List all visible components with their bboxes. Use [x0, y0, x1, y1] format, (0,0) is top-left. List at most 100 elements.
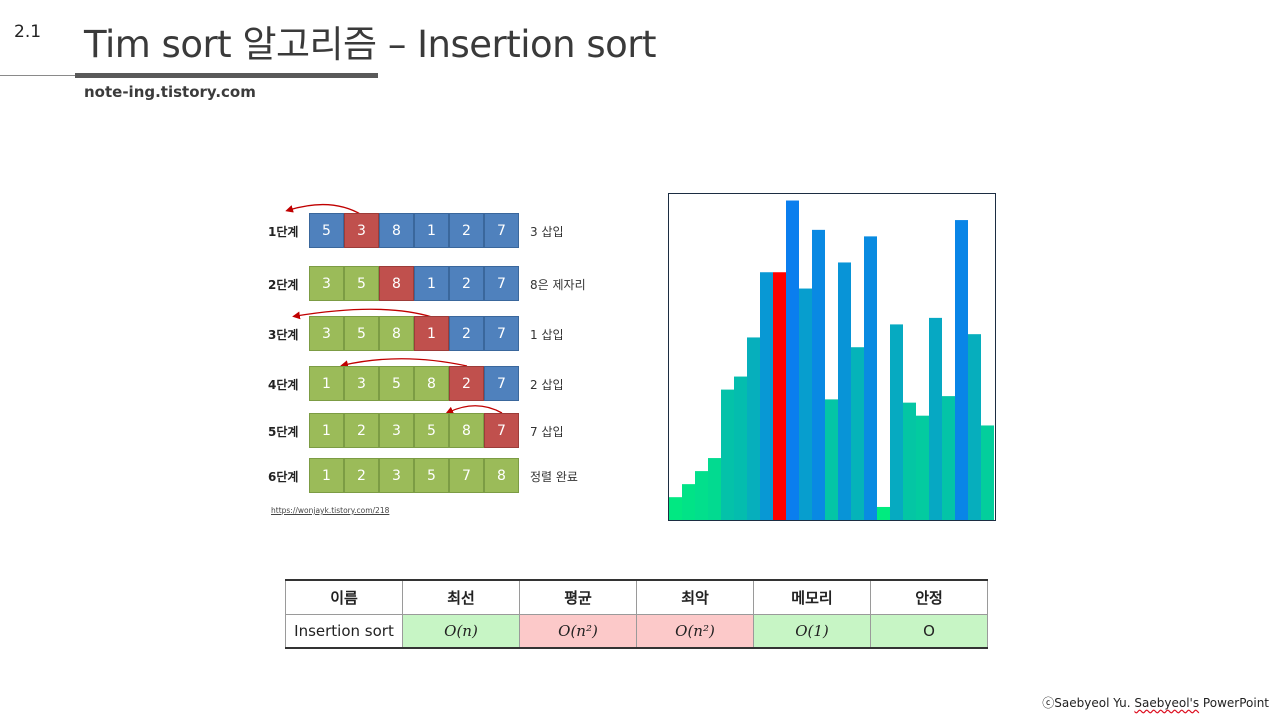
step-note: 2 삽입	[530, 378, 564, 392]
array-cell: 1	[414, 316, 449, 351]
array-cell: 7	[484, 266, 519, 301]
step4-insert-arrow	[340, 358, 468, 368]
step-row: 4단계 1 3 5 8 2 7 2 삽입	[262, 366, 602, 401]
array-cell: 3	[309, 316, 344, 351]
array-cell: 5	[414, 458, 449, 493]
step-note: 1 삽입	[530, 328, 564, 342]
step-note: 3 삽입	[530, 225, 564, 239]
step-label: 3단계	[268, 328, 299, 342]
array-cell: 2	[449, 366, 484, 401]
array-cell: 7	[484, 413, 519, 448]
array-cell: 7	[484, 213, 519, 248]
slide-title: Tim sort 알고리즘 – Insertion sort	[84, 23, 657, 66]
bar	[760, 272, 773, 520]
sorting-visualization	[668, 193, 996, 521]
table-cell: O(n²)	[636, 613, 754, 649]
bar	[721, 389, 734, 520]
highlighted-bar	[773, 272, 786, 520]
array-cell: 7	[484, 316, 519, 351]
array-cell: 3	[309, 266, 344, 301]
table-header-cell: 평균	[519, 579, 637, 615]
bar	[864, 236, 877, 520]
table-header-cell: 안정	[870, 579, 988, 615]
array-cell: 8	[379, 316, 414, 351]
footer-suffix: PowerPoint	[1199, 696, 1269, 710]
copyright-footer: ⓒSaebyeol Yu. Saebyeol's PowerPoint	[1042, 694, 1269, 711]
table-header-row: 이름 최선 평균 최악 메모리 안정	[285, 579, 988, 615]
array-cell: 8	[449, 413, 484, 448]
bar	[838, 262, 851, 520]
blog-url: note-ing.tistory.com	[84, 83, 256, 101]
bar	[916, 415, 929, 520]
array-cell: 2	[344, 413, 379, 448]
step-label: 1단계	[268, 225, 299, 239]
array-cell: 8	[414, 366, 449, 401]
source-link[interactable]: https://wonjayk.tistory.com/218	[271, 506, 390, 515]
table-header-cell: 최악	[636, 579, 754, 615]
step3-insert-arrow	[292, 308, 433, 320]
bar	[669, 497, 682, 520]
array-cell: 3	[379, 458, 414, 493]
array-cell: 3	[344, 213, 379, 248]
bar	[734, 376, 747, 520]
step-label: 4단계	[268, 378, 299, 392]
step-row: 3단계 3 5 8 1 2 7 1 삽입	[262, 316, 602, 351]
step-note: 정렬 완료	[530, 470, 578, 484]
step-row: 5단계 1 2 3 5 8 7 7 삽입	[262, 413, 602, 448]
array-cell: 5	[414, 413, 449, 448]
bar	[929, 317, 942, 520]
table-cell: O(n)	[402, 613, 520, 649]
bar	[890, 324, 903, 520]
bar	[903, 402, 916, 520]
array-cell: 1	[414, 266, 449, 301]
bar	[955, 220, 968, 520]
step5-insert-arrow	[445, 405, 503, 414]
bar	[968, 334, 981, 520]
array-cell: 7	[449, 458, 484, 493]
array-cell: 1	[414, 213, 449, 248]
insertion-sort-steps-figure: 1단계 5 3 8 1 2 7 3 삽입 2단계 3 5 8 1 2 7 8은 제자리 3단계 3 5 8 1 2 7 1 삽…	[262, 195, 602, 525]
bar	[708, 458, 721, 520]
bar	[786, 200, 799, 520]
step-note: 7 삽입	[530, 425, 564, 439]
bar	[682, 484, 695, 520]
bar	[799, 288, 812, 520]
table-header-cell: 메모리	[753, 579, 871, 615]
bar	[812, 229, 825, 520]
bar-visualization	[669, 200, 994, 520]
array-cell: 1	[309, 413, 344, 448]
bar	[825, 399, 838, 520]
array-cell: 2	[449, 266, 484, 301]
array-cell: 1	[309, 458, 344, 493]
array-cell: 8	[484, 458, 519, 493]
array-cell: 3	[379, 413, 414, 448]
table-cell: O(1)	[753, 613, 871, 649]
insertion-arrows	[285, 203, 503, 414]
step-note: 8은 제자리	[530, 278, 586, 292]
footer-underlined: Saebyeol's	[1134, 696, 1200, 710]
array-cell: 8	[379, 213, 414, 248]
table-cell: O(n²)	[519, 613, 637, 649]
array-cell: 5	[344, 266, 379, 301]
bar	[981, 425, 994, 520]
bar	[877, 506, 890, 520]
step-row: 2단계 3 5 8 1 2 7 8은 제자리	[262, 266, 602, 301]
array-cell: 1	[309, 366, 344, 401]
step-row: 6단계 1 2 3 5 7 8 정렬 완료	[262, 458, 602, 493]
step-label: 2단계	[268, 278, 299, 292]
step1-insert-arrow	[285, 203, 363, 216]
footer-prefix: ⓒSaebyeol Yu.	[1042, 696, 1135, 710]
step-row: 1단계 5 3 8 1 2 7 3 삽입	[262, 213, 602, 248]
table-header-cell: 최선	[402, 579, 520, 615]
table-header-cell: 이름	[285, 579, 403, 615]
slide-number: 2.1	[14, 22, 42, 42]
table-cell: Insertion sort	[285, 613, 403, 649]
bar	[942, 396, 955, 520]
array-cell: 3	[344, 366, 379, 401]
step-label: 5단계	[268, 425, 299, 439]
array-cell: 2	[449, 316, 484, 351]
table-cell: O	[870, 613, 988, 649]
step-label: 6단계	[268, 470, 299, 484]
array-cell: 2	[344, 458, 379, 493]
bar	[851, 347, 864, 520]
